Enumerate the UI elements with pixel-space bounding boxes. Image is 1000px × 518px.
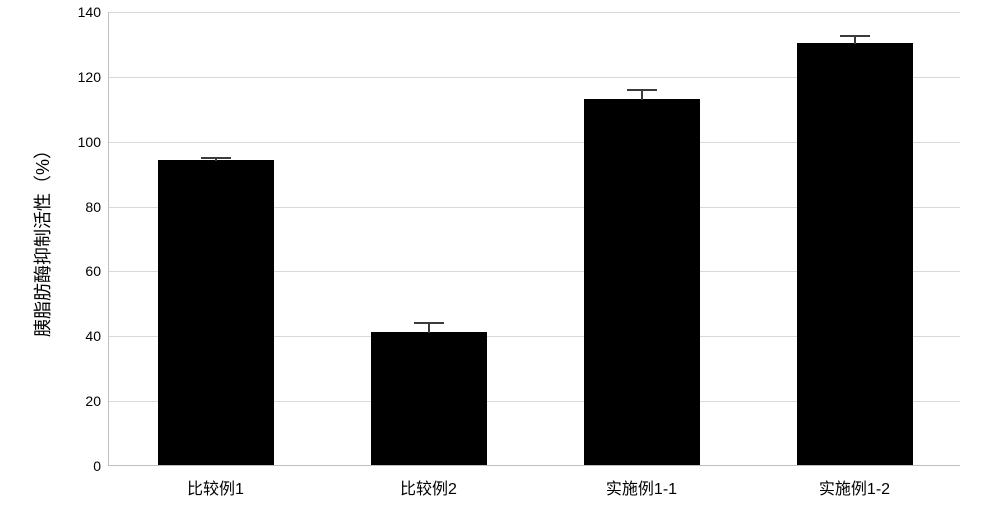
y-tick-label: 20 — [85, 393, 109, 409]
y-tick-label: 60 — [85, 263, 109, 279]
x-tick-label: 实施例1-2 — [819, 465, 890, 499]
error-cap — [414, 322, 444, 324]
plot-area: 020406080100120140比较例1比较例2实施例1-1实施例1-2 — [108, 12, 960, 466]
error-cap — [840, 35, 870, 37]
chart-container: 胰脂肪酶抑制活性（%） 020406080100120140比较例1比较例2实施… — [0, 0, 1000, 518]
y-tick-label: 40 — [85, 328, 109, 344]
y-axis-title: 胰脂肪酶抑制活性（%） — [29, 141, 55, 337]
y-tick-label: 120 — [78, 69, 109, 85]
error-bar — [428, 323, 430, 333]
y-tick-label: 100 — [78, 134, 109, 150]
bar — [158, 160, 274, 465]
bar — [371, 332, 487, 465]
bar — [797, 43, 913, 465]
error-bar — [641, 90, 643, 100]
x-tick-label: 实施例1-1 — [606, 465, 677, 499]
x-tick-label: 比较例1 — [187, 465, 244, 499]
error-cap — [627, 89, 657, 91]
y-tick-label: 0 — [93, 458, 109, 474]
x-tick-label: 比较例2 — [400, 465, 457, 499]
bar — [584, 99, 700, 465]
y-tick-label: 80 — [85, 199, 109, 215]
y-tick-label: 140 — [78, 4, 109, 20]
gridline — [109, 12, 960, 13]
error-bar — [854, 36, 856, 44]
error-cap — [201, 157, 231, 159]
